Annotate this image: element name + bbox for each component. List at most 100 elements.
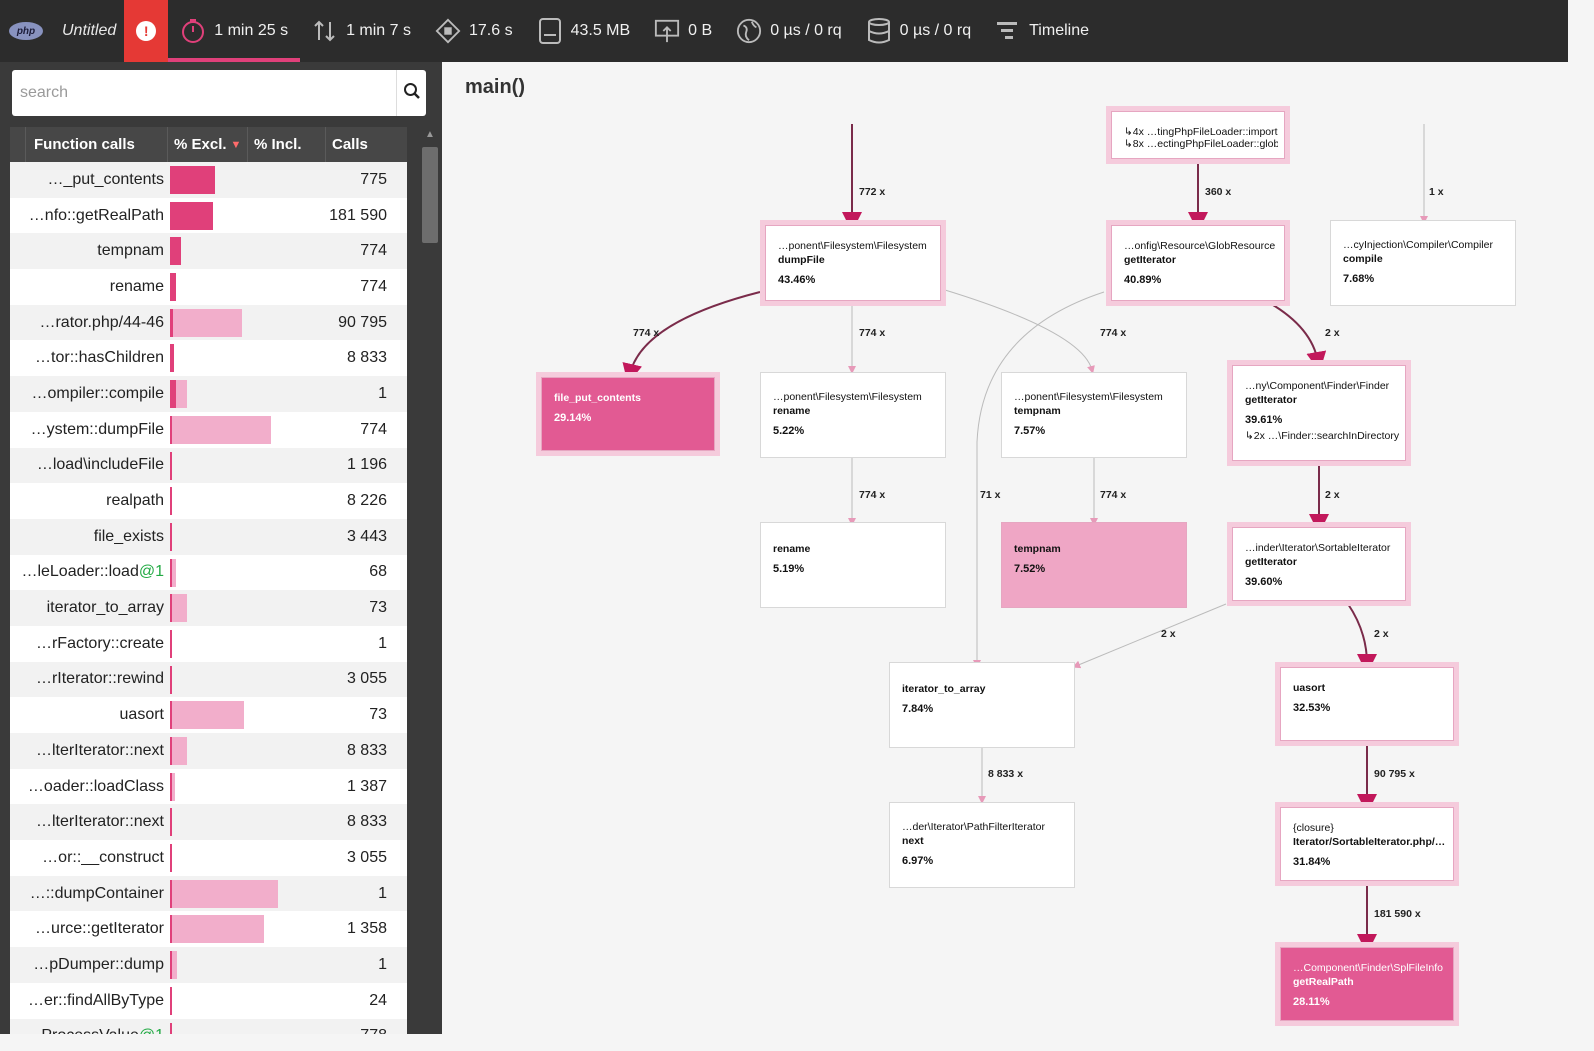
- function-name-text: file_exists: [93, 527, 164, 545]
- graph-node-rename[interactable]: rename 5.19%: [760, 522, 946, 608]
- function-name: …nfo::getRealPath: [10, 207, 168, 225]
- graph-node-iterator-to-array[interactable]: iterator_to_array 7.84%: [889, 662, 1075, 748]
- table-row[interactable]: …lterIterator::next 8 833: [10, 804, 407, 841]
- function-name: …pDumper::dump: [10, 956, 168, 974]
- edge-label: 2 x: [1161, 628, 1176, 640]
- table-row[interactable]: …rator.php/44-46 90 795: [10, 304, 407, 341]
- graph-node-pathfilteriterator[interactable]: …der\Iterator\PathFilterIterator next 6.…: [889, 802, 1075, 888]
- table-row[interactable]: …ompiler::compile 1: [10, 376, 407, 412]
- table-row[interactable]: …tor::hasChildren 8 833: [10, 340, 407, 377]
- search-button[interactable]: [396, 70, 426, 116]
- node-body: …inder\Iterator\SortableIterator getIter…: [1232, 527, 1406, 601]
- node-function: tempnam: [1014, 405, 1061, 417]
- metric-cpu[interactable]: 17.6 s: [423, 0, 525, 62]
- globe-icon: [736, 18, 762, 44]
- metric-io-wait[interactable]: 1 min 7 s: [300, 0, 423, 62]
- graph-node-sortableiterator[interactable]: …inder\Iterator\SortableIterator getIter…: [1227, 522, 1411, 606]
- column-header-incl[interactable]: % Incl.: [248, 127, 326, 162]
- php-logo[interactable]: php: [0, 0, 52, 62]
- function-name-text: iterator_to_array: [46, 599, 164, 617]
- metric-wall-time[interactable]: 1 min 25 s: [168, 0, 300, 62]
- metric-http[interactable]: 0 µs / 0 rq: [724, 0, 853, 62]
- node-body: iterator_to_array 7.84%: [890, 663, 1074, 747]
- graph-node-file-put-contents[interactable]: file_put_contents 29.14%: [536, 372, 720, 456]
- percent-bars: [168, 412, 328, 448]
- metric-label: 1 min 25 s: [214, 22, 289, 39]
- scroll-up-icon[interactable]: ▲: [425, 129, 435, 140]
- inclusive-bar: [170, 308, 242, 337]
- graph-node-phpfileloader[interactable]: ↳4x …tingPhpFileLoader::import ↳8x …ecti…: [1106, 106, 1290, 164]
- table-row[interactable]: …load\includeFile 1 196: [10, 447, 407, 484]
- node-namespace: …der\Iterator\PathFilterIterator: [902, 821, 1045, 833]
- table-row[interactable]: …rIterator::rewind 3 055: [10, 661, 407, 698]
- table-row[interactable]: …::dumpContainer 1: [10, 875, 407, 912]
- table-row[interactable]: …nfo::getRealPath 181 590: [10, 197, 407, 234]
- table-row[interactable]: uasort 73: [10, 697, 407, 733]
- table-row[interactable]: …oader::loadClass 1 387: [10, 768, 407, 805]
- graph-node-filesystem-rename[interactable]: …ponent\Filesystem\Filesystem rename 5.2…: [760, 372, 946, 458]
- graph-node-closure[interactable]: {closure} Iterator/SortableIterator.php/…: [1275, 802, 1459, 886]
- scroll-thumb[interactable]: [422, 147, 438, 243]
- node-namespace: …ponent\Filesystem\Filesystem: [1014, 391, 1163, 403]
- column-header-function[interactable]: Function calls: [26, 127, 168, 162]
- graph-node-finder[interactable]: …ny\Component\Finder\Finder getIterator …: [1227, 360, 1411, 466]
- profile-title[interactable]: Untitled: [62, 22, 117, 39]
- graph-node-splfileinfo[interactable]: …Component\Finder\SplFileInfo getRealPat…: [1275, 942, 1459, 1026]
- metric-sql[interactable]: 0 µs / 0 rq: [854, 0, 983, 62]
- node-percent: 39.60%: [1245, 576, 1283, 588]
- alert-button[interactable]: !: [124, 0, 169, 62]
- edge-label: 8 833 x: [988, 768, 1024, 780]
- node-function: getIterator: [1245, 556, 1297, 568]
- table-row[interactable]: …er::findAllByType 24: [10, 982, 407, 1019]
- percent-bars: [168, 305, 328, 341]
- node-function: getRealPath: [1293, 976, 1354, 988]
- graph-node-compiler[interactable]: …cyInjection\Compiler\Compiler compile 7…: [1330, 220, 1516, 306]
- table-row[interactable]: …_put_contents 775: [10, 162, 407, 198]
- function-name: …ystem::dumpFile: [10, 421, 168, 439]
- function-name: rename: [10, 278, 168, 296]
- metric-network[interactable]: 0 B: [642, 0, 724, 62]
- table-row[interactable]: …or::__construct 3 055: [10, 840, 407, 876]
- metric-label: 43.5 MB: [570, 22, 631, 39]
- graph-node-tempnam[interactable]: tempnam 7.52%: [1001, 522, 1187, 608]
- search-input[interactable]: [12, 70, 396, 116]
- percent-bars: [168, 162, 328, 198]
- sidebar-scrollbar[interactable]: ▲: [420, 127, 440, 1034]
- exclusive-bar: [170, 344, 174, 373]
- percent-bars: [168, 840, 328, 876]
- call-count: 1 196: [346, 456, 387, 474]
- percent-bars: [168, 769, 328, 805]
- node-body: …Component\Finder\SplFileInfo getRealPat…: [1280, 947, 1454, 1021]
- table-row[interactable]: …lterIterator::next 8 833: [10, 733, 407, 769]
- graph-node-uasort[interactable]: uasort 32.53%: [1275, 662, 1459, 746]
- node-percent: 29.14%: [554, 412, 592, 424]
- table-row[interactable]: …ProcessValue@1 778: [10, 1018, 407, 1034]
- table-row[interactable]: file_exists 3 443: [10, 518, 407, 555]
- table-row[interactable]: …urce::getIterator 1 358: [10, 911, 407, 948]
- exclusive-bar: [170, 737, 172, 765]
- node-body: {closure} Iterator/SortableIterator.php/…: [1280, 807, 1454, 881]
- graph-node-globresource[interactable]: …onfig\Resource\GlobResource getIterator…: [1106, 220, 1290, 306]
- metric-memory[interactable]: 43.5 MB: [525, 0, 643, 62]
- table-row[interactable]: …ystem::dumpFile 774: [10, 411, 407, 448]
- table-row[interactable]: …pDumper::dump 1: [10, 947, 407, 983]
- table-row[interactable]: realpath 8 226: [10, 483, 407, 519]
- table-row[interactable]: rename 774: [10, 269, 407, 305]
- node-caller-line: ↳4x …tingPhpFileLoader::import: [1124, 126, 1278, 138]
- percent-bars: [168, 1019, 328, 1034]
- table-row[interactable]: …rFactory::create 1: [10, 625, 407, 662]
- timeline-icon: [995, 18, 1021, 44]
- column-header-calls[interactable]: Calls: [332, 136, 368, 153]
- stopwatch-icon: [180, 18, 206, 44]
- table-row[interactable]: tempnam 774: [10, 233, 407, 270]
- node-function: compile: [1343, 253, 1383, 265]
- function-name-text: realpath: [106, 492, 164, 510]
- table-row[interactable]: iterator_to_array 73: [10, 590, 407, 626]
- edge-label: 71 x: [980, 489, 1001, 501]
- timeline-tab[interactable]: Timeline: [983, 0, 1101, 62]
- node-body: …ny\Component\Finder\Finder getIterator …: [1232, 365, 1406, 461]
- graph-node-dumpfile[interactable]: …ponent\Filesystem\Filesystem dumpFile 4…: [760, 220, 946, 306]
- column-header-excl[interactable]: % Excl. ▼: [168, 127, 248, 162]
- graph-node-filesystem-tempnam[interactable]: …ponent\Filesystem\Filesystem tempnam 7.…: [1001, 372, 1187, 458]
- table-row[interactable]: …leLoader::load@1 68: [10, 554, 407, 591]
